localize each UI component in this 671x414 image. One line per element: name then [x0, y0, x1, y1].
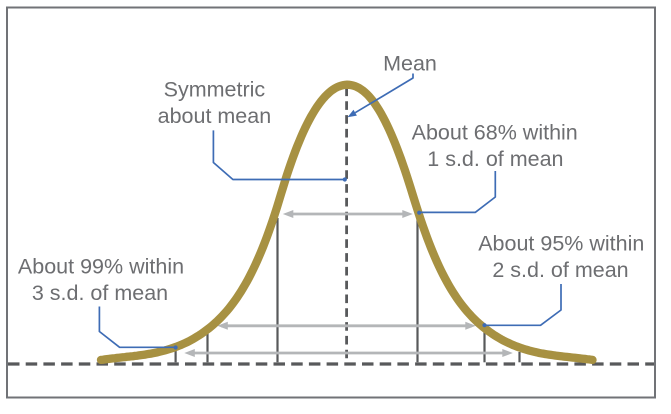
svg-text:about mean: about mean	[158, 104, 272, 128]
svg-text:About 95% within: About 95% within	[478, 231, 644, 255]
svg-text:Symmetric: Symmetric	[164, 78, 266, 102]
svg-text:3 s.d. of mean: 3 s.d. of mean	[32, 281, 168, 305]
svg-text:1 s.d. of mean: 1 s.d. of mean	[427, 147, 563, 171]
svg-text:2 s.d. of mean: 2 s.d. of mean	[492, 258, 628, 282]
svg-text:Mean: Mean	[383, 51, 437, 75]
svg-text:About 99% within: About 99% within	[18, 254, 184, 278]
svg-text:About 68% within: About 68% within	[412, 121, 578, 145]
